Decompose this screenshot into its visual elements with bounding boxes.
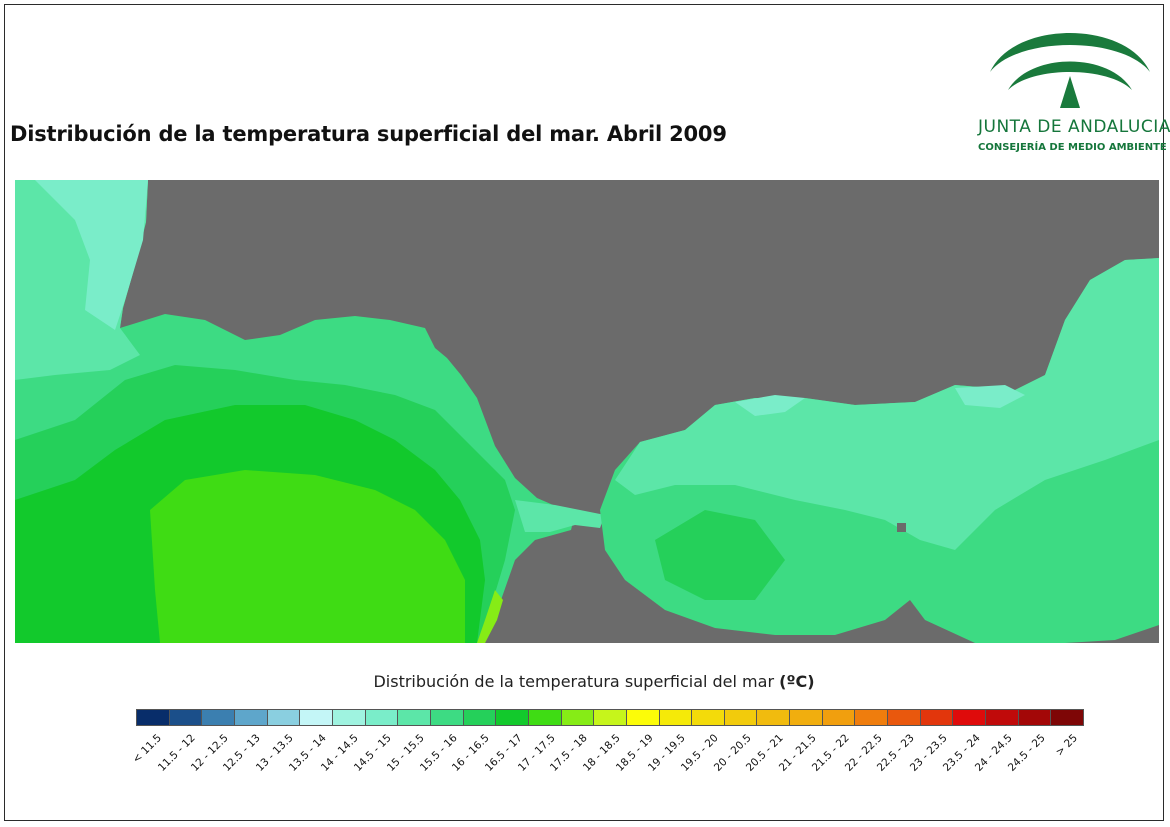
alboran-coolest-patch-east (955, 385, 1025, 408)
atlantic-warmest-core (150, 470, 465, 643)
sea-temperature-map (15, 180, 1159, 643)
legend-swatch (692, 710, 725, 725)
legend-tick-labels: < 11.5 11.5 - 12 12 - 12.5 12.5 - 13 13 - 13… (131, 732, 1084, 792)
legend-swatch (496, 710, 529, 725)
legend-tick-label: > 25 (1053, 732, 1080, 759)
legend-swatch (332, 710, 366, 725)
atlantic-coolest-patch (35, 180, 148, 330)
legend-swatch (790, 710, 823, 725)
map-title: Distribución de la temperatura superfici… (10, 122, 727, 146)
legend-swatch (986, 710, 1019, 725)
legend-swatch (855, 710, 889, 725)
legend-swatch (398, 710, 431, 725)
logo-subtitle: CONSEJERÍA DE MEDIO AMBIENTE (978, 142, 1167, 153)
legend-swatch (202, 710, 235, 725)
atlantic-coastal-warm-patch (477, 590, 503, 643)
legend-swatch (463, 710, 497, 725)
strait-of-gibraltar (515, 500, 605, 532)
logo-name: JUNTA DE ANDALUCIA (978, 117, 1170, 137)
legend-swatch (920, 710, 954, 725)
legend-swatch (888, 710, 921, 725)
legend-title-text: Distribución de la temperatura superfici… (373, 672, 775, 691)
legend-title: Distribución de la temperatura superfici… (0, 672, 1170, 691)
logo-emblem-icon (990, 33, 1150, 108)
alboran-warm-patch (655, 510, 785, 600)
legend-swatch (724, 710, 758, 725)
legend-swatch (659, 710, 693, 725)
alboran-cool-area (615, 258, 1159, 550)
legend-swatch (234, 710, 268, 725)
legend-swatch (300, 710, 333, 725)
legend-swatch (430, 710, 464, 725)
legend-swatch (953, 710, 987, 725)
legend-swatch (594, 710, 627, 725)
island-alboran (897, 523, 906, 532)
legend-swatch (561, 710, 595, 725)
legend-colorbar (136, 709, 1084, 726)
legend-swatch (137, 710, 170, 725)
legend-swatch (169, 710, 203, 725)
legend-swatch (1051, 710, 1084, 725)
legend-swatch (267, 710, 301, 725)
legend-unit: (ºC) (779, 672, 815, 691)
legend-swatch (528, 710, 562, 725)
legend-swatch (626, 710, 660, 725)
legend-swatch (365, 710, 399, 725)
junta-de-andalucia-logo: JUNTA DE ANDALUCIA CONSEJERÍA DE MEDIO A… (978, 14, 1170, 164)
legend-swatch (822, 710, 856, 725)
legend-swatch (757, 710, 791, 725)
alboran-coolest-patch (735, 395, 805, 416)
legend-swatch (1018, 710, 1052, 725)
